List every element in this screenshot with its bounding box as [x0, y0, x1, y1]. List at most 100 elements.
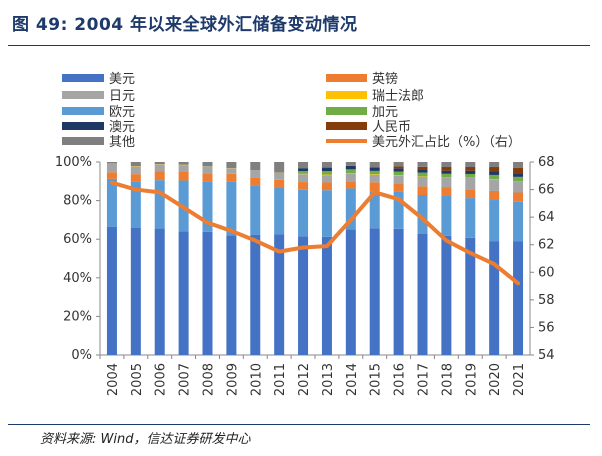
bar-segment — [298, 189, 309, 237]
bar-segment — [489, 174, 500, 179]
bar-segment — [130, 174, 141, 182]
x-tick-label: 2019 — [464, 363, 479, 396]
bar-segment — [321, 182, 332, 191]
right-tick-label: 60 — [538, 265, 555, 280]
bar-segment — [298, 174, 309, 183]
left-tick-label: 20% — [63, 309, 92, 324]
bar-segment — [274, 162, 285, 173]
bar-segment — [369, 170, 380, 175]
x-tick-label: 2012 — [297, 363, 312, 396]
x-tick-label: 2011 — [273, 363, 288, 396]
bar-segment — [250, 234, 261, 355]
bar-segment — [130, 162, 141, 167]
legend-label: 美元 — [109, 72, 135, 87]
legend-swatch — [62, 91, 104, 99]
bar-segment — [465, 170, 476, 174]
bar-segment — [513, 176, 524, 182]
bar-segment — [441, 162, 452, 168]
left-tick-label: 80% — [63, 194, 92, 209]
bar-segment — [465, 162, 476, 168]
bar-segment — [298, 168, 309, 172]
bar-segment — [298, 182, 309, 190]
bar-segment — [441, 187, 452, 196]
x-tick-label: 2017 — [417, 363, 432, 396]
bar-segment — [489, 200, 500, 242]
bar-segment — [513, 192, 524, 202]
source-note: 资料来源: Wind，信达证券研发中心 — [40, 432, 251, 447]
legend-swatch — [326, 74, 367, 82]
legend-label: 加元 — [372, 105, 398, 120]
bar-segment — [298, 236, 309, 355]
bar-segment — [417, 195, 428, 234]
left-tick-label: 40% — [63, 271, 92, 286]
bar-segment — [106, 226, 117, 355]
bar-segment — [393, 171, 404, 176]
bar-segment — [369, 162, 380, 168]
legend-swatch — [62, 122, 104, 130]
bar-segment — [465, 237, 476, 355]
bar-segment — [465, 167, 476, 171]
usd-share-line — [109, 180, 521, 286]
bar-segment — [417, 166, 428, 170]
bar-segment — [130, 181, 141, 228]
bar-segment — [513, 241, 524, 355]
bar-segment — [393, 162, 404, 167]
bar-segment — [417, 176, 428, 187]
legend-label: 其他 — [109, 135, 135, 150]
bar-segment — [369, 174, 380, 175]
legend-label: 英镑 — [372, 71, 398, 87]
x-tick-label: 2014 — [345, 363, 360, 396]
bar-segment — [345, 173, 356, 182]
legend-swatch — [326, 91, 367, 99]
bar-segment — [489, 179, 500, 191]
legend-label: 澳元 — [109, 119, 135, 135]
bar-segment — [345, 173, 356, 174]
bar-segment — [298, 171, 309, 174]
bar-segment — [274, 187, 285, 235]
bar-segment — [321, 171, 332, 175]
bar-segment — [513, 167, 524, 174]
source-divider — [8, 424, 590, 425]
legend-swatch — [62, 137, 104, 145]
bar-segment — [106, 162, 117, 164]
legend-swatch — [62, 74, 104, 82]
legend-label: 日元 — [109, 89, 135, 104]
x-tick-label: 2005 — [130, 363, 145, 396]
legend-swatch — [62, 107, 104, 115]
bar-segment — [226, 173, 237, 182]
bar-segment — [369, 167, 380, 171]
bar-segment — [202, 166, 213, 174]
bar-segment — [178, 165, 189, 172]
bar-segment — [250, 170, 261, 178]
bar-segment — [274, 172, 285, 180]
bar-segment — [321, 174, 332, 176]
bar-segment — [130, 166, 141, 175]
x-tick-label: 2004 — [106, 363, 121, 396]
right-tick-label: 62 — [538, 238, 555, 253]
bar-segment — [321, 175, 332, 183]
bar-segment — [178, 231, 189, 355]
bar-segment — [441, 235, 452, 355]
legend-label: 欧元 — [109, 105, 135, 120]
bar-segment — [202, 173, 213, 182]
bar-segment — [465, 189, 476, 199]
x-tick-label: 2006 — [154, 363, 169, 396]
bar-segment — [489, 241, 500, 355]
bar-segment — [417, 186, 428, 196]
bar-segment — [345, 169, 356, 174]
bar-segment — [154, 180, 165, 229]
bar-segment — [441, 170, 452, 174]
bar-segment — [393, 191, 404, 229]
bar-segment — [417, 169, 428, 173]
bar-segment — [321, 236, 332, 355]
bar-segment — [154, 171, 165, 181]
bar-segment — [393, 168, 404, 172]
bar-segment — [226, 162, 237, 168]
bar-segment — [226, 181, 237, 236]
bar-segment — [345, 188, 356, 230]
right-tick-label: 54 — [538, 348, 555, 363]
bar-segment — [369, 182, 380, 192]
bar-segment — [154, 164, 165, 172]
bar-segment — [513, 201, 524, 242]
bar-segment — [345, 181, 356, 189]
